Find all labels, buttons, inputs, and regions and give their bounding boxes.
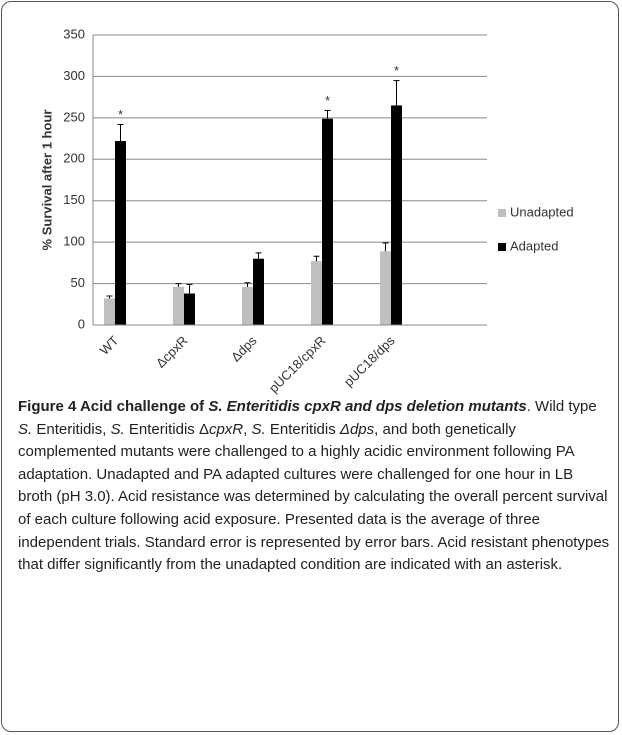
caption-text: Enteritidis Δ <box>124 420 209 438</box>
bar <box>253 258 264 325</box>
bar <box>391 105 402 325</box>
legend-label: Unadapted <box>510 204 574 219</box>
caption-text: Figure 4 Acid challenge of <box>18 398 209 415</box>
significance-mark: * <box>325 93 330 108</box>
legend-swatch <box>498 209 506 217</box>
chart: % Survival after 1 hour 0 50 100 150 200 250 3… <box>39 26 574 395</box>
bar <box>322 118 333 325</box>
y-tick-label: 300 <box>63 68 85 83</box>
caption-text: Δdps <box>339 420 375 438</box>
y-axis-label: % Survival after 1 hour <box>39 110 54 251</box>
caption-text: , and both genetically complemented muta… <box>18 420 610 574</box>
caption-text: S. Enteritidis cpxR and dps deletion mut… <box>208 398 527 415</box>
bar <box>115 141 126 325</box>
caption-text: S. <box>251 420 266 438</box>
significance-mark: * <box>394 63 399 78</box>
y-tick-label: 50 <box>71 275 85 290</box>
significance-mark: * <box>118 107 123 122</box>
bar <box>173 286 184 325</box>
bar <box>242 286 253 325</box>
x-tick-label: pUC18/cpxR <box>266 333 329 395</box>
x-tick-label: Δdps <box>228 333 260 365</box>
y-tick-label: 350 <box>63 26 85 41</box>
y-tick-label: 150 <box>63 192 85 207</box>
legend-label: Adapted <box>510 238 558 253</box>
caption-text: S. <box>18 420 33 438</box>
x-tick-label: pUC18/dps <box>341 333 398 390</box>
caption: Figure 4 Acid challenge of S. Enteritidi… <box>18 396 610 577</box>
caption-text: Enteritidis, <box>32 420 111 438</box>
y-tick-label: 200 <box>63 151 85 166</box>
y-tick-label: 100 <box>63 234 85 249</box>
caption-text: Enteritidis <box>265 420 340 438</box>
bar <box>104 298 115 325</box>
caption-text: cpxR <box>208 420 244 438</box>
legend-swatch <box>498 243 506 251</box>
y-tick-label: 0 <box>78 316 85 331</box>
caption-text: . Wild type <box>526 398 597 415</box>
bar <box>380 251 391 325</box>
bar <box>311 261 322 325</box>
bar <box>184 293 195 325</box>
caption-text: , <box>243 420 252 438</box>
y-tick-label: 250 <box>63 109 85 124</box>
caption-text: S. <box>110 420 125 438</box>
x-tick-label: WT <box>97 333 122 358</box>
x-tick-label: ΔcpxR <box>153 333 191 371</box>
